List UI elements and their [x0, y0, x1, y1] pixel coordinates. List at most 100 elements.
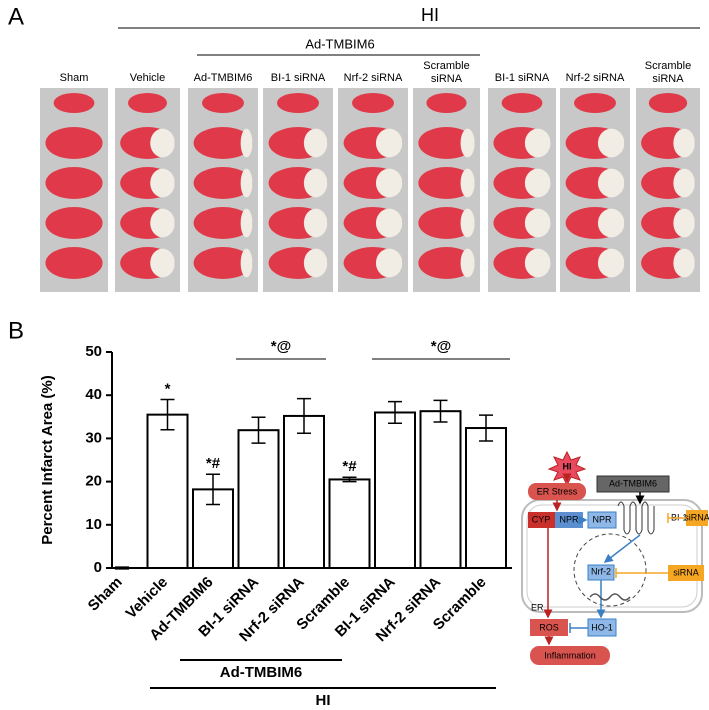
panel-label: B [8, 317, 24, 344]
group-annotation: *@ [271, 338, 291, 355]
brain-slice [193, 167, 253, 199]
infarct [150, 208, 175, 238]
infarct [375, 168, 403, 198]
sirna-label: siRNA [684, 512, 709, 522]
ros-label: ROS [539, 622, 559, 632]
brain-slice [45, 167, 103, 199]
ros-node [530, 619, 568, 636]
infarct [240, 248, 253, 278]
infarct [303, 168, 328, 198]
ho1-label: HO-1 [591, 622, 613, 632]
arrow [603, 534, 641, 563]
brain-slice [574, 93, 616, 113]
brain-slice [501, 93, 543, 113]
bar [419, 410, 462, 569]
infarct [673, 248, 695, 278]
infarct [303, 208, 328, 238]
npr-label: NPR [559, 514, 579, 524]
brain-slice [418, 167, 475, 199]
brain-slice [648, 93, 688, 113]
y-axis-label: Percent Infarct Area (%) [39, 375, 56, 545]
brain-slice [45, 207, 103, 239]
infarct [597, 128, 625, 158]
bar-annotation: *# [206, 455, 221, 472]
infarct [524, 208, 551, 238]
brain-slice [45, 247, 103, 279]
brain-slice [426, 93, 467, 113]
y-tick-label: 10 [85, 516, 102, 533]
inhibit [615, 568, 668, 578]
nrf2-label: Nrf-2 [591, 566, 611, 576]
infarct [524, 248, 551, 278]
hi-node: HI [563, 461, 572, 471]
column-label: siRNA [652, 73, 684, 85]
error-bar [206, 473, 220, 506]
inflammation-node [530, 646, 610, 665]
error-bar [251, 416, 266, 444]
ad-node [596, 475, 670, 493]
infarct [375, 248, 403, 278]
bar [328, 478, 371, 569]
error-bar [433, 399, 448, 423]
brain-slice [418, 247, 475, 279]
infarct [303, 248, 328, 278]
column-label: siRNA [431, 73, 463, 85]
column-label: Scramble [423, 60, 469, 72]
brain-slice [53, 93, 95, 113]
x-tick-label: Sham [85, 574, 126, 615]
bi1-protein [617, 501, 655, 535]
infarct [524, 168, 551, 198]
group-label: HI [421, 5, 439, 25]
infarct [150, 128, 175, 158]
error-bar [115, 566, 129, 570]
inhibit [667, 513, 686, 523]
infarct [240, 168, 253, 198]
infarct [460, 248, 475, 278]
subgroup-label: Ad-TMBIM6 [305, 36, 374, 51]
er-membrane [526, 504, 698, 608]
bar [146, 413, 189, 570]
infarct [597, 168, 625, 198]
error-bar [388, 400, 402, 425]
npr-label: NPR [592, 514, 612, 524]
brain-slice [277, 93, 319, 113]
error-bar [479, 414, 493, 442]
infarct [150, 168, 175, 198]
infarct [303, 128, 328, 158]
cyp-label: CYP [532, 514, 551, 524]
brain-slice [202, 93, 244, 113]
infarct [460, 208, 475, 238]
bar-annotation: *# [342, 458, 357, 475]
ad-label: Ad-TMBIM6 [609, 478, 657, 488]
brain-slice [418, 127, 475, 159]
inflammation-label: Inflammation [544, 650, 596, 660]
infarct [673, 128, 695, 158]
nucleus [573, 533, 647, 607]
infarct [240, 128, 253, 158]
panel-label: A [8, 3, 24, 30]
infarct [460, 168, 475, 198]
npr-node [587, 511, 617, 529]
column-label: Nrf-2 siRNA [344, 72, 403, 84]
er-label: ER [531, 602, 544, 612]
column-label: BI-1 siRNA [495, 72, 550, 84]
column-label: Nrf-2 siRNA [566, 72, 625, 84]
dna [589, 593, 631, 601]
infarct [240, 208, 253, 238]
y-tick-label: 0 [94, 559, 102, 576]
infarct [673, 168, 695, 198]
er-membrane [521, 499, 703, 613]
sirna-label: siRNA [673, 567, 699, 577]
column-label: Vehicle [130, 72, 165, 84]
cyp-node [528, 512, 555, 528]
infarct [524, 128, 551, 158]
column-label: Ad-TMBIM6 [194, 72, 253, 84]
y-tick-label: 30 [85, 429, 102, 446]
brain-slice [128, 93, 167, 113]
sirna-node [668, 565, 704, 581]
column-label: Scramble [645, 60, 691, 72]
photo-grid [40, 88, 700, 292]
y-tick-label: 40 [85, 386, 102, 403]
